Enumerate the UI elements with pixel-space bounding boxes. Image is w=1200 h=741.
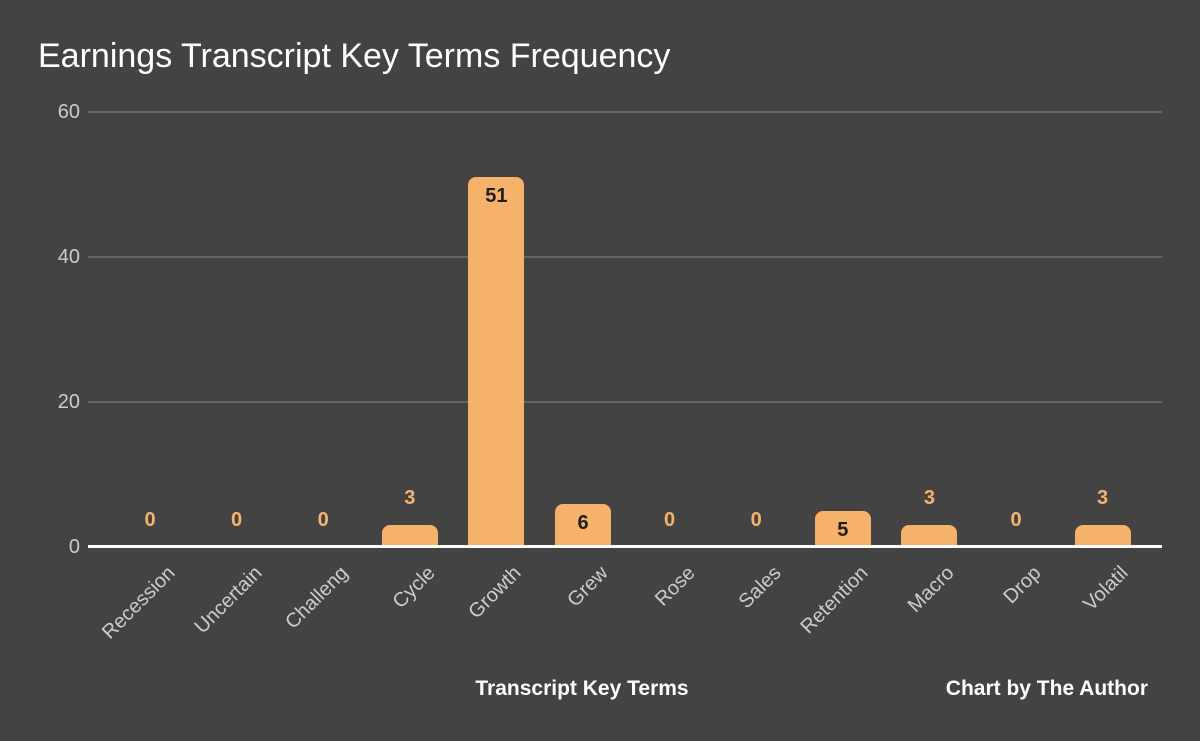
bar-value-label: 0	[1010, 509, 1022, 531]
x-axis-title: Transcript Key Terms	[475, 677, 689, 700]
x-axis-baseline	[88, 545, 1162, 548]
bar-value-label: 5	[837, 518, 849, 541]
chart-title: Earnings Transcript Key Terms Frequency	[38, 37, 671, 75]
bar-value-label: 0	[144, 509, 156, 531]
bar-volatil	[1074, 525, 1131, 547]
bar-value-label: 0	[317, 509, 329, 531]
bar-value-label: 0	[231, 509, 243, 531]
bar-value-label: 51	[485, 185, 508, 208]
bar-value-label: 0	[750, 509, 762, 531]
y-axis-tick-label: 0	[68, 536, 80, 558]
y-axis-tick-label: 20	[57, 391, 80, 413]
gridline	[88, 256, 1162, 258]
y-axis-tick-label: 60	[57, 101, 80, 123]
bar-value-label: 6	[577, 511, 589, 534]
bar-retention	[814, 510, 871, 547]
gridline	[88, 111, 1162, 113]
bar-cycle	[381, 525, 438, 547]
chart-credit: Chart by The Author	[945, 677, 1148, 700]
bar-macro	[901, 525, 958, 547]
bar-value-label: 3	[923, 487, 935, 510]
bar-grew	[555, 503, 611, 547]
bar-value-label: 3	[404, 487, 416, 510]
bar-growth	[468, 177, 525, 547]
y-axis-tick-label: 40	[57, 246, 80, 268]
gridline	[88, 401, 1162, 403]
bar-value-label: 0	[664, 509, 676, 531]
bar-value-label: 3	[1097, 487, 1109, 510]
